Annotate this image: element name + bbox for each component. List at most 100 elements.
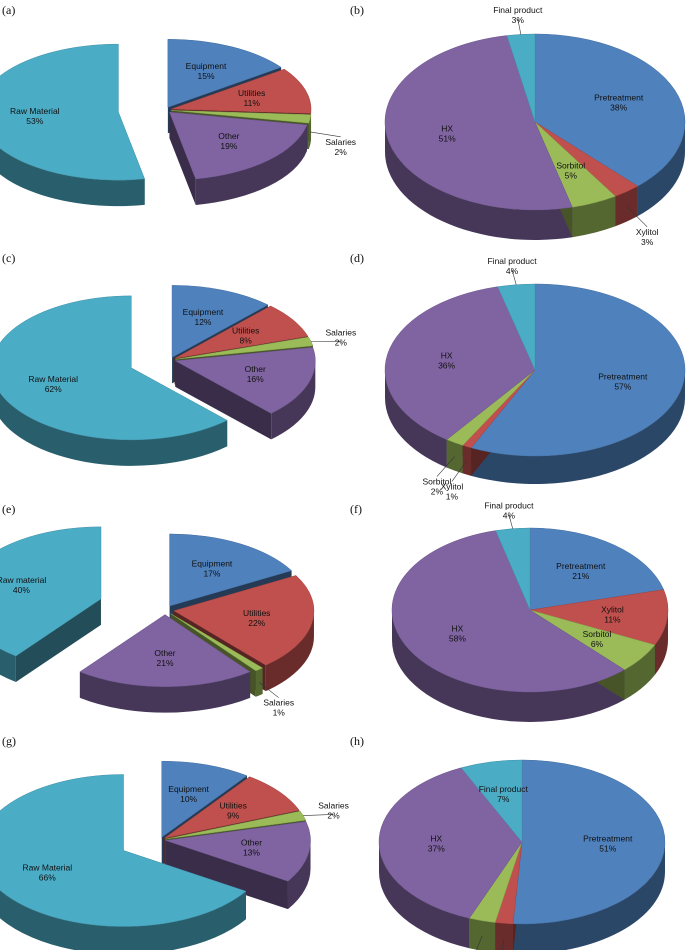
panel-letter: (e) (2, 502, 15, 516)
slice-label-name: Raw Material (28, 374, 78, 384)
slice-label-name: Equipment (168, 784, 209, 794)
slice-label-value: 9% (227, 810, 240, 820)
slice-equipment (171, 285, 269, 358)
slice-raw-material (0, 774, 247, 927)
slice-label-name: Other (241, 838, 262, 848)
slice-other (79, 614, 251, 687)
slice-label-name: Pretreatment (594, 93, 644, 103)
slice-label-name: Salaries (325, 137, 356, 147)
slice-label-name: Pretreatment (598, 371, 648, 381)
slice-label-value: 51% (439, 134, 456, 144)
slice-utilities (164, 776, 300, 839)
slice-label-value: 2% (431, 487, 444, 497)
slice-utilities (170, 68, 312, 114)
slice-other (165, 821, 311, 882)
slice-utilities (173, 575, 315, 666)
slice-label-value: 2% (335, 147, 348, 157)
slice-label-value: 66% (39, 872, 56, 882)
slice-hx (384, 35, 573, 211)
slice-label-name: HX (430, 834, 442, 844)
slice-label-value: 1% (446, 491, 459, 501)
slice-label-name: Raw Material (23, 862, 73, 872)
slice-label-value: 36% (438, 360, 455, 370)
slice-label-name: Final product (479, 784, 529, 794)
slice-label-name: Pretreatment (556, 561, 606, 571)
slice-label-name: Salaries (263, 698, 294, 708)
slice-final-product (497, 283, 536, 371)
slice-final-product (460, 759, 523, 843)
slice-label-name: Sorbitol (556, 160, 585, 170)
slice-label-name: HX (441, 350, 453, 360)
slice-label-name: Pretreatment (583, 834, 633, 844)
slice-label-value: 19% (220, 141, 237, 151)
slice-label-value: 2% (335, 337, 348, 347)
slice-label-value: 1% (273, 708, 286, 718)
slice-utilities (174, 305, 309, 359)
slice-label-name: Sorbitol (583, 629, 612, 639)
slice-pretreatment (512, 759, 666, 925)
slice-raw-material (0, 43, 145, 181)
slice-label-value: 62% (45, 384, 62, 394)
slice-raw-material (0, 526, 102, 657)
slice-salaries (171, 110, 312, 124)
slice-label-name: Utilities (243, 608, 270, 618)
slice-label-name: Equipment (186, 61, 227, 71)
slice-label-value: 8% (240, 335, 253, 345)
slice-other (169, 111, 308, 180)
slice-label-name: Other (218, 131, 239, 141)
slice-label-value: 17% (203, 569, 220, 579)
slice-label-name: Final product (484, 501, 534, 511)
slice-pretreatment (470, 283, 686, 457)
slice-label-value: 4% (503, 511, 516, 521)
slice-hx (384, 286, 536, 440)
slice-salaries (165, 810, 307, 840)
slice-label-value: 22% (248, 618, 265, 628)
slice-label-value: 13% (243, 848, 260, 858)
slice-label-name: Xylitol (601, 605, 624, 615)
slice-label-value: 3% (512, 15, 525, 25)
slice-other (174, 347, 316, 414)
panel-letter: (c) (2, 251, 15, 265)
panel-letter: (g) (2, 734, 16, 748)
slice-equipment (169, 533, 293, 607)
slice-raw-material (0, 295, 228, 441)
slice-label-name: Utilities (232, 325, 259, 335)
slice-equipment (167, 39, 282, 108)
slice-label-value: 4% (506, 266, 519, 276)
panel-letter: (h) (350, 734, 364, 748)
slice-label-value: 58% (449, 634, 466, 644)
slice-hx (391, 530, 625, 693)
slice-label-name: Xylitol (636, 227, 659, 237)
slice-label-value: 10% (180, 794, 197, 804)
slice-label-name: Salaries (318, 800, 349, 810)
pie-chart-d: (d)Pretreatment57%Xylitol1%Sorbitol2%HX3… (350, 251, 686, 501)
